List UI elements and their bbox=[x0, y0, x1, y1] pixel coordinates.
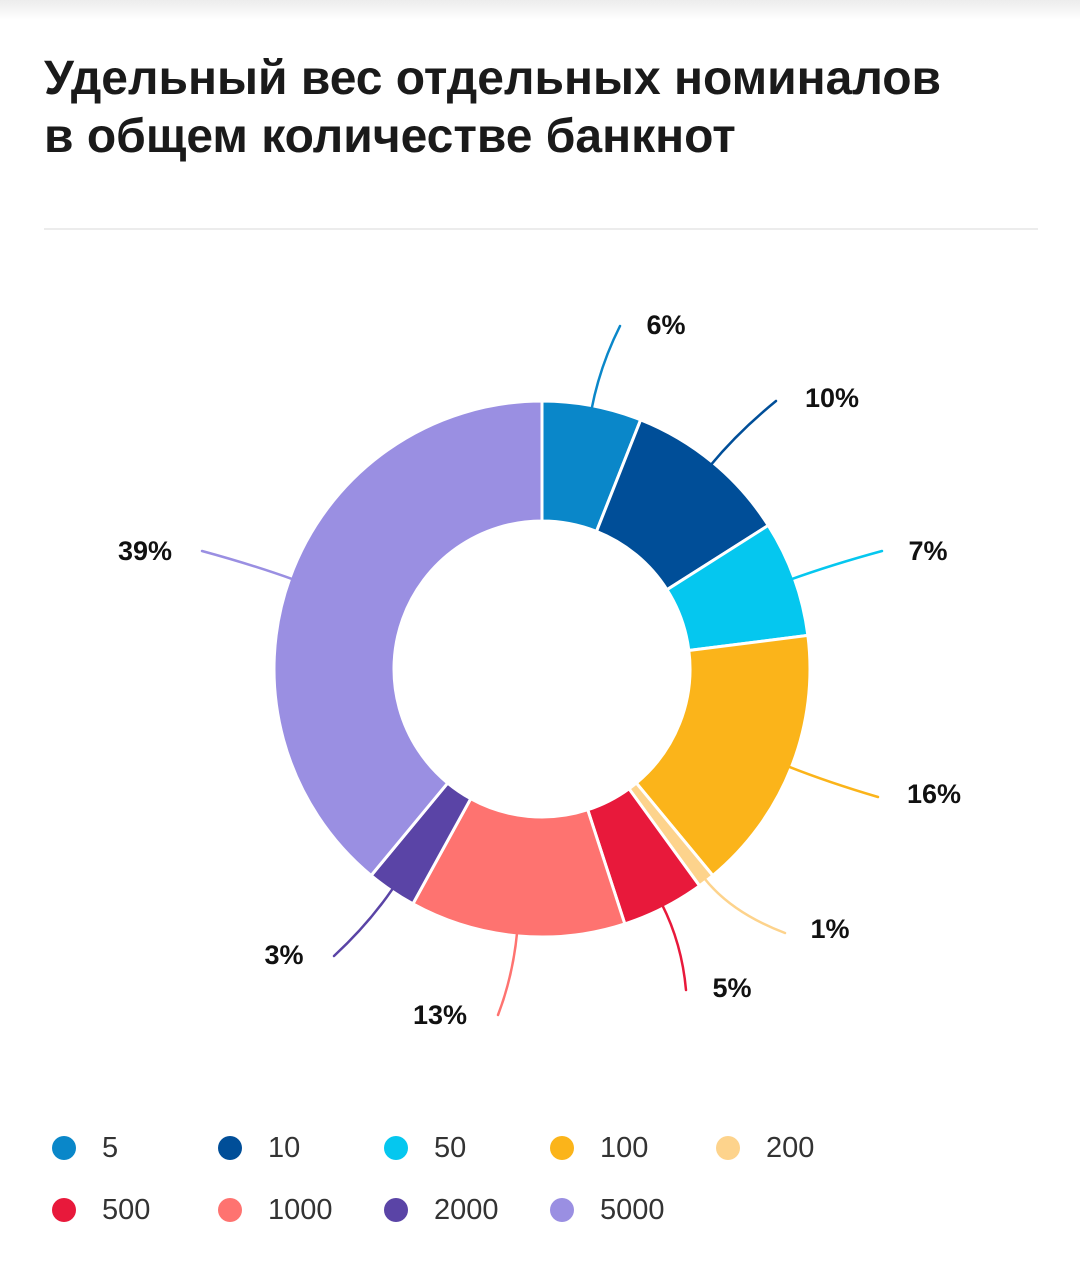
data-label-2000: 3% bbox=[264, 940, 303, 970]
legend-item-200: 200 bbox=[716, 1126, 814, 1170]
legend-dot-2000 bbox=[384, 1198, 408, 1222]
legend-dot-1000 bbox=[218, 1198, 242, 1222]
leader-line-10 bbox=[709, 399, 778, 467]
legend-dot-5000 bbox=[550, 1198, 574, 1222]
legend-label-1000: 1000 bbox=[268, 1193, 333, 1226]
legend-item-500: 500 bbox=[52, 1188, 150, 1232]
legend-label-100: 100 bbox=[600, 1131, 649, 1164]
legend-dot-50 bbox=[384, 1136, 408, 1160]
data-labels-layer: 6% 10% 7% 16% 1% 5% 13% 3% 39% bbox=[118, 310, 961, 1030]
legend-dot-5 bbox=[52, 1136, 76, 1160]
data-label-200: 1% bbox=[810, 914, 849, 944]
slices-layer bbox=[272, 399, 812, 939]
legend-label-50: 50 bbox=[434, 1131, 467, 1164]
title-line-2: в общем количестве банкнот bbox=[44, 110, 736, 163]
leader-line-1000 bbox=[496, 930, 519, 1017]
top-fade bbox=[0, 0, 1080, 20]
leader-line-2000 bbox=[332, 886, 395, 958]
leader-line-50 bbox=[789, 549, 884, 581]
legend-item-5000: 5000 bbox=[550, 1188, 665, 1232]
legend-label-500: 500 bbox=[102, 1193, 151, 1226]
donut-chart: 6% 10% 7% 16% 1% 5% 13% 3% 39% bbox=[118, 310, 961, 1030]
legend-item-5: 5 bbox=[52, 1126, 118, 1170]
legend-dot-500 bbox=[52, 1198, 76, 1222]
title-line-1: Удельный вес отдельных номиналов bbox=[44, 52, 942, 105]
legend-item-1000: 1000 bbox=[218, 1188, 333, 1232]
leader-line-100 bbox=[786, 764, 880, 799]
data-label-10: 10% bbox=[805, 383, 859, 413]
legend-label-10: 10 bbox=[268, 1131, 301, 1164]
data-label-100: 16% bbox=[907, 779, 961, 809]
leader-lines-layer bbox=[200, 324, 884, 1017]
legend-dot-100 bbox=[550, 1136, 574, 1160]
leader-line-500 bbox=[660, 902, 688, 992]
legend-item-100: 100 bbox=[550, 1126, 648, 1170]
legend-label-2000: 2000 bbox=[434, 1193, 499, 1226]
legend-label-5000: 5000 bbox=[600, 1193, 665, 1226]
title-divider bbox=[44, 228, 1038, 230]
leader-line-5 bbox=[590, 324, 622, 411]
data-label-50: 7% bbox=[908, 536, 947, 566]
data-label-5: 6% bbox=[646, 310, 685, 340]
leader-line-200 bbox=[702, 876, 787, 935]
page-title: Удельный вес отдельных номиналов в общем… bbox=[44, 50, 1044, 166]
legend-item-2000: 2000 bbox=[384, 1188, 499, 1232]
legend-label-5: 5 bbox=[102, 1131, 119, 1164]
data-label-5000: 39% bbox=[118, 536, 172, 566]
data-label-1000: 13% bbox=[413, 1000, 467, 1030]
legend-dot-200 bbox=[716, 1136, 740, 1160]
slice-1000 bbox=[410, 796, 627, 939]
legend-item-50: 50 bbox=[384, 1126, 466, 1170]
leader-line-5000 bbox=[200, 549, 295, 581]
legend-dot-10 bbox=[218, 1136, 242, 1160]
slice-100 bbox=[634, 633, 812, 878]
legend-item-10: 10 bbox=[218, 1126, 300, 1170]
slice-5000 bbox=[272, 399, 544, 878]
data-label-500: 5% bbox=[712, 973, 751, 1003]
legend-label-200: 200 bbox=[766, 1131, 815, 1164]
